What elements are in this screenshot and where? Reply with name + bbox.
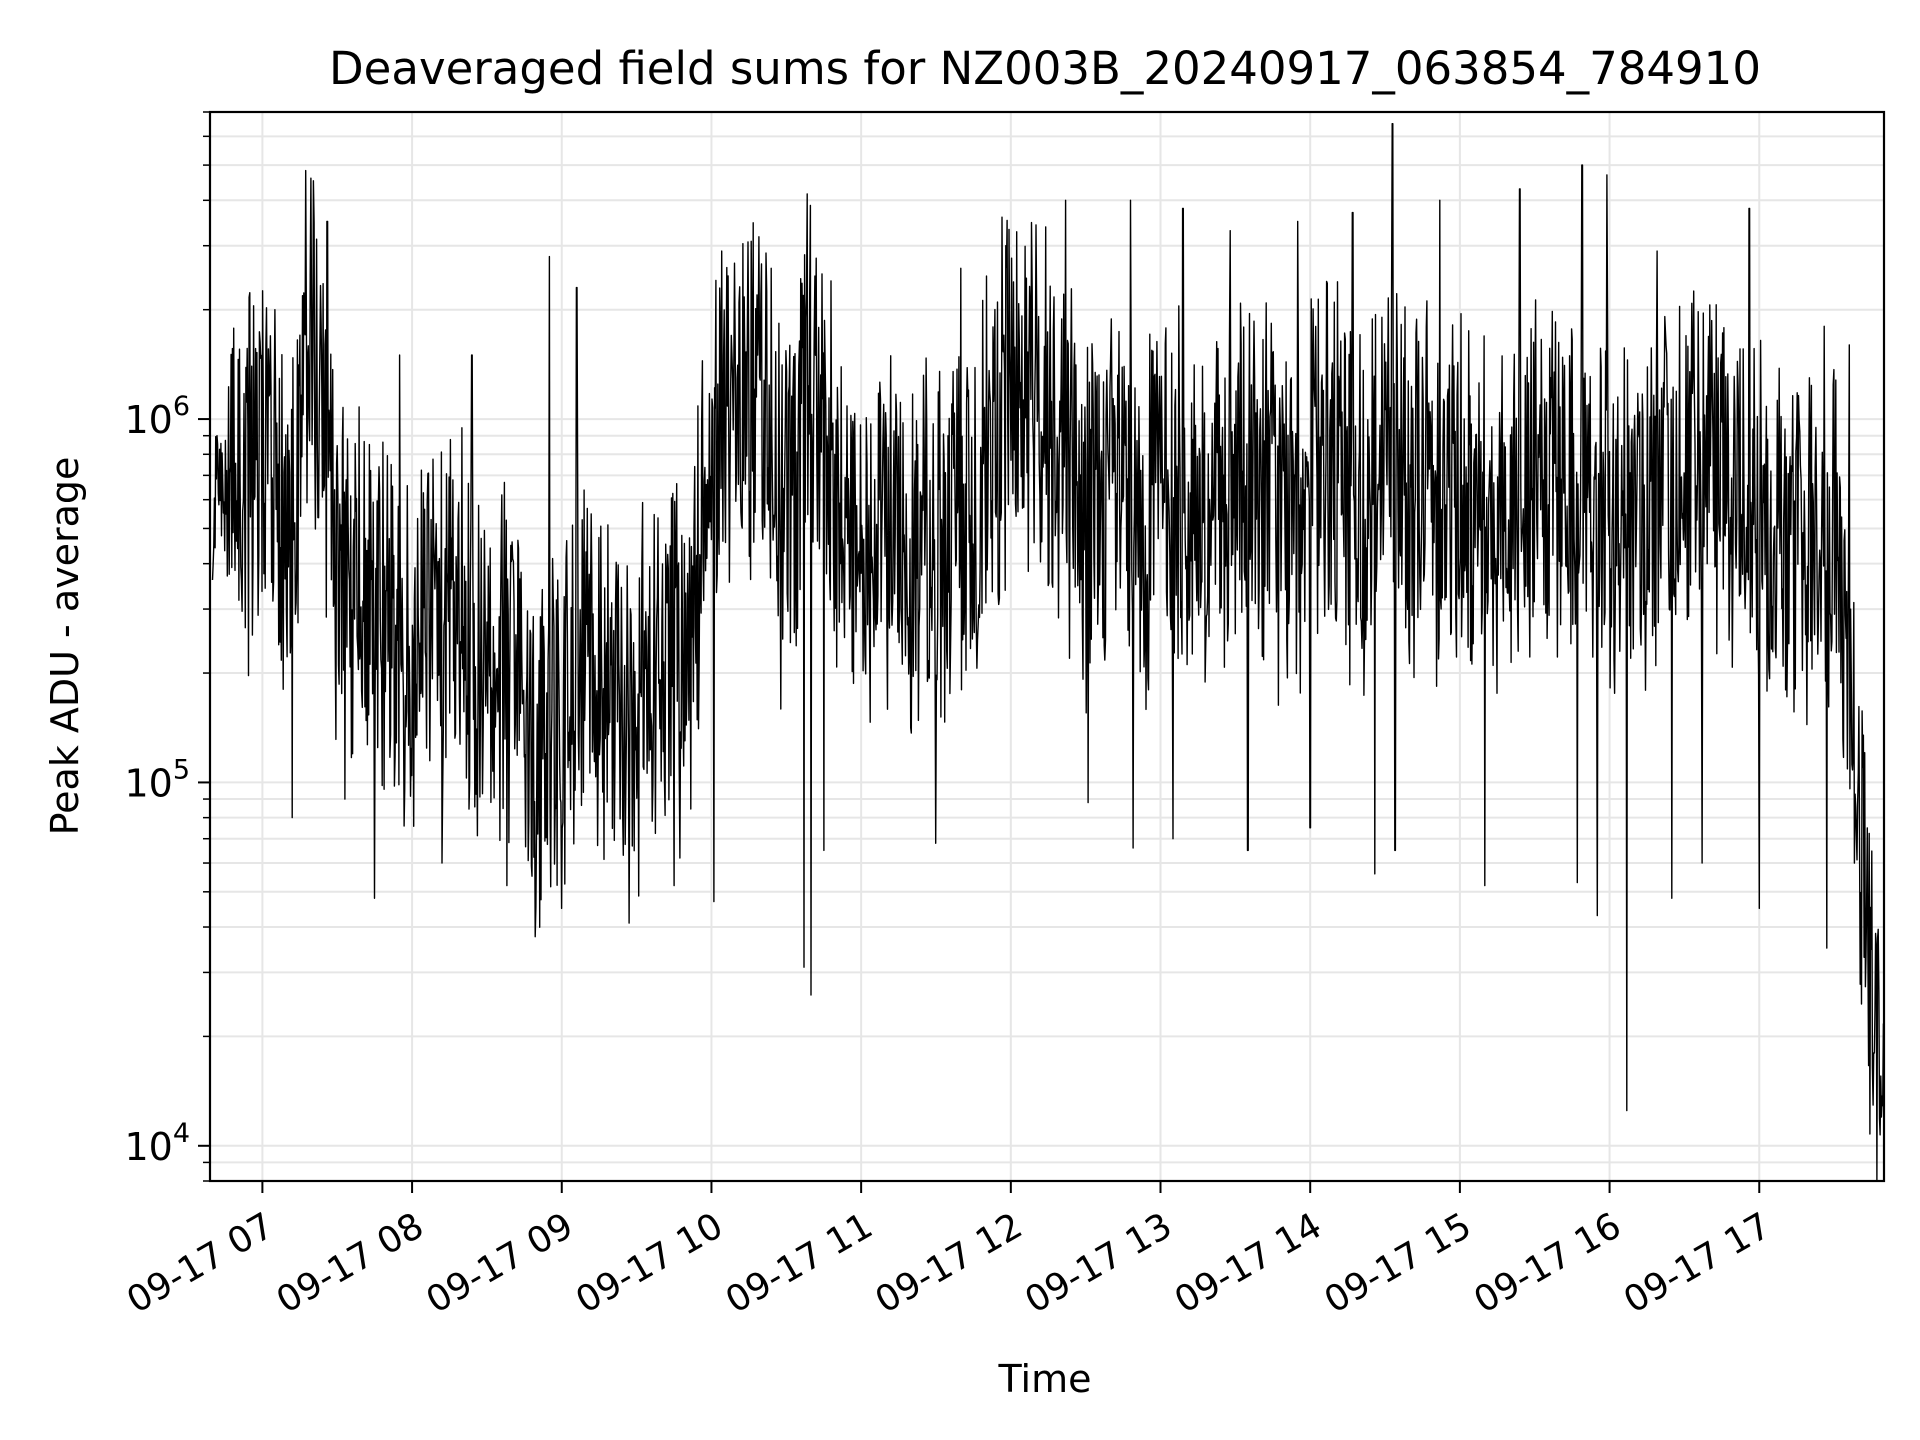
- plot-frame: [208, 110, 1886, 1183]
- y-tick-label: 104: [124, 1118, 190, 1169]
- y-axis: 104 105 106: [124, 111, 210, 1182]
- y-tick-label: 106: [124, 391, 190, 442]
- series-layer: [211, 123, 1885, 1181]
- y-axis-label: Peak ADU - average: [43, 457, 87, 836]
- chart-title: Deaveraged field sums for NZ003B_2024091…: [329, 42, 1761, 95]
- y-tick-label: 105: [124, 754, 190, 805]
- series-line: [211, 123, 1885, 1181]
- x-axis-label: Time: [998, 1357, 1092, 1401]
